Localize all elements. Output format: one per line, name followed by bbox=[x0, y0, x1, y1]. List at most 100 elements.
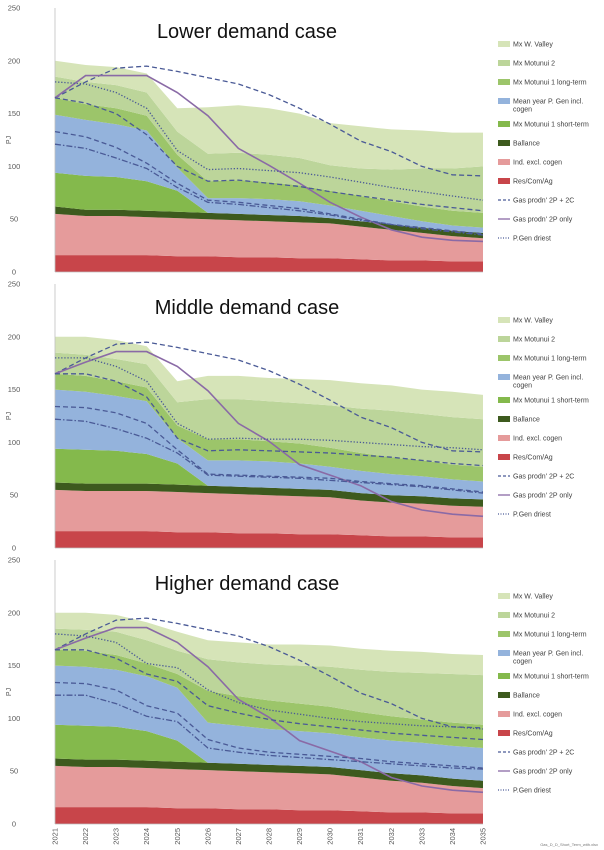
footnote: Gas_D_D_Short_Term_with.xlsx bbox=[540, 842, 598, 847]
area-mx-w-valley bbox=[55, 612, 483, 676]
legend-swatch bbox=[498, 178, 510, 184]
legend: Mx W. Valley Mx Motunui 2 Mx Motunui 1 lon… bbox=[498, 317, 589, 519]
y-axis-label: PJ bbox=[6, 688, 13, 696]
legend-swatch bbox=[498, 41, 510, 47]
legend-label: Mx Motunui 2 bbox=[513, 337, 555, 344]
y-tick-label: 100 bbox=[8, 714, 21, 723]
legend-label: Res/Com/Ag bbox=[513, 731, 553, 738]
x-tick-label: 2024 bbox=[142, 828, 151, 845]
legend-label: Res/Com/Ag bbox=[513, 455, 553, 462]
legend-item: Mx Motunui 1 short-term bbox=[498, 673, 589, 681]
area-ind-excl-cogen bbox=[55, 489, 483, 538]
legend-item: Mx W. Valley bbox=[498, 593, 553, 601]
chart-title: Lower demand case bbox=[157, 21, 337, 43]
y-tick-label: 50 bbox=[10, 215, 18, 224]
legend-label: P.Gen driest bbox=[513, 788, 551, 795]
area-mx-motunui-1-short bbox=[55, 724, 483, 781]
legend-swatch bbox=[498, 454, 510, 460]
y-tick-label: 50 bbox=[10, 491, 18, 500]
line-mid-dashdot bbox=[54, 418, 484, 494]
line-mid-dash-low bbox=[54, 405, 484, 493]
legend-label: Res/Com/Ag bbox=[513, 179, 553, 186]
legend-item: Mx Motunui 1 long-term bbox=[498, 355, 587, 363]
area-mean-year-pgen bbox=[55, 114, 483, 233]
legend-item: P.Gen driest bbox=[498, 788, 551, 795]
area-mean-year-pgen bbox=[55, 665, 483, 781]
chart-panel-3: 0 50 100 150 200 250 PJ Higher demand case 2021 2… bbox=[6, 556, 589, 845]
legend-item: Ind. excl. cogen bbox=[498, 435, 562, 443]
area-mx-w-valley bbox=[55, 336, 483, 420]
y-tick-label: 250 bbox=[8, 4, 21, 13]
legend-item: P.Gen driest bbox=[498, 512, 551, 519]
chart-panel-1: 0 50 100 150 200 250 PJ Lower demand case Mx W. … bbox=[6, 4, 589, 277]
legend-label: Gas prodn' 2P only bbox=[513, 769, 573, 776]
legend-item: Ballance bbox=[498, 140, 540, 148]
legend-swatch bbox=[498, 317, 510, 323]
legend-swatch bbox=[498, 673, 510, 679]
legend-label: Gas prodn' 2P + 2C bbox=[513, 750, 574, 757]
line-mid-dash-low bbox=[54, 681, 484, 769]
y-tick-label: 0 bbox=[12, 268, 16, 277]
y-tick-label: 200 bbox=[8, 608, 21, 617]
legend-swatch bbox=[498, 692, 510, 698]
area-mx-motunui-2 bbox=[55, 628, 483, 725]
legend-item: Gas prodn' 2P + 2C bbox=[498, 474, 574, 481]
legend-swatch bbox=[498, 612, 510, 618]
legend-item: Mx Motunui 2 bbox=[498, 336, 555, 344]
legend-swatch bbox=[498, 336, 510, 342]
y-axis-label: PJ bbox=[6, 136, 13, 144]
legend-swatch bbox=[498, 79, 510, 85]
legend-label: Ballance bbox=[513, 417, 540, 424]
y-tick-label: 250 bbox=[8, 556, 21, 565]
legend-item: Mx Motunui 2 bbox=[498, 60, 555, 68]
legend-swatch bbox=[498, 397, 510, 403]
legend-item: Res/Com/Ag bbox=[498, 730, 553, 738]
area-res-com-ag bbox=[55, 255, 483, 272]
y-tick-label: 150 bbox=[8, 385, 21, 394]
x-tick-label: 2032 bbox=[387, 828, 396, 845]
line-mid-dash-high bbox=[55, 373, 484, 467]
area-ind-excl-cogen bbox=[55, 213, 483, 262]
legend-label: Mx Motunui 2 bbox=[513, 613, 555, 620]
x-tick-label: 2033 bbox=[417, 828, 426, 845]
area-mx-w-valley bbox=[55, 60, 483, 170]
legend-label: Mx Motunui 1 short-term bbox=[513, 122, 589, 129]
legend-label: Ballance bbox=[513, 141, 540, 148]
legend-swatch bbox=[498, 98, 510, 104]
legend-label: Mean year P. Gen incl. cogen bbox=[513, 99, 583, 114]
legend-item: Mx Motunui 1 short-term bbox=[498, 397, 589, 405]
legend-item: Mean year P. Gen incl. cogen bbox=[498, 374, 583, 390]
x-tick-label: 2027 bbox=[234, 828, 243, 845]
area-mx-motunui-1-short bbox=[55, 448, 483, 500]
x-tick-label: 2026 bbox=[203, 828, 212, 845]
legend-swatch bbox=[498, 159, 510, 165]
line-gas-prodn-2p-2c bbox=[54, 617, 484, 729]
y-tick-label: 150 bbox=[8, 661, 21, 670]
x-tick-label: 2025 bbox=[173, 828, 182, 845]
legend-item: Gas prodn' 2P only bbox=[498, 217, 573, 224]
line-mid-dashdot bbox=[54, 143, 484, 236]
x-tick-label: 2029 bbox=[295, 828, 304, 845]
legend: Mx W. Valley Mx Motunui 2 Mx Motunui 1 lon… bbox=[498, 41, 589, 243]
legend-label: Mx Motunui 1 short-term bbox=[513, 674, 589, 681]
legend-label: Mx Motunui 1 long-term bbox=[513, 632, 587, 639]
legend-label: Mx Motunui 1 long-term bbox=[513, 80, 587, 87]
legend-label: Ballance bbox=[513, 693, 540, 700]
legend-swatch bbox=[498, 140, 510, 146]
area-mx-motunui-2 bbox=[55, 76, 483, 213]
legend-item: Gas prodn' 2P only bbox=[498, 493, 573, 500]
legend-swatch bbox=[498, 374, 510, 380]
legend-label: Gas prodn' 2P + 2C bbox=[513, 198, 574, 205]
legend-item: Mx W. Valley bbox=[498, 317, 553, 325]
legend-swatch bbox=[498, 355, 510, 361]
legend-label: Gas prodn' 2P only bbox=[513, 493, 573, 500]
legend-label: Gas prodn' 2P + 2C bbox=[513, 474, 574, 481]
area-mx-motunui-1-short bbox=[55, 172, 483, 233]
line-p-gen-driest bbox=[54, 81, 484, 201]
legend-swatch bbox=[498, 593, 510, 599]
area-mx-motunui-1-long bbox=[55, 649, 483, 748]
y-tick-label: 0 bbox=[12, 820, 16, 829]
legend-item: Ballance bbox=[498, 416, 540, 424]
line-p-gen-driest bbox=[54, 633, 484, 730]
